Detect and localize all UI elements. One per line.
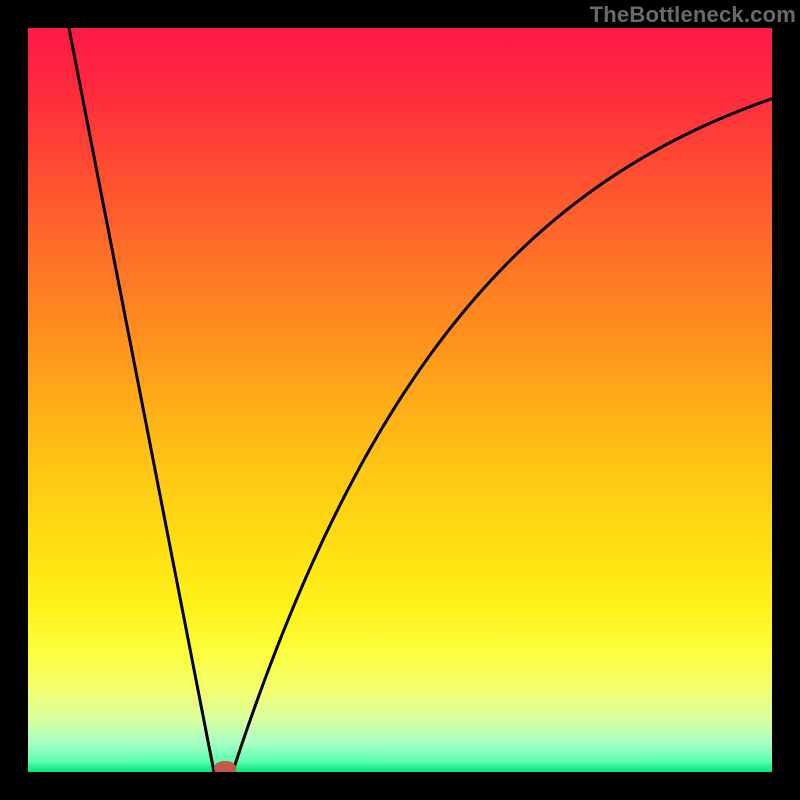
watermark-label: TheBottleneck.com <box>590 2 796 28</box>
bottleneck-chart <box>28 28 772 772</box>
plot-area <box>28 28 772 772</box>
chart-frame: TheBottleneck.com <box>0 0 800 800</box>
